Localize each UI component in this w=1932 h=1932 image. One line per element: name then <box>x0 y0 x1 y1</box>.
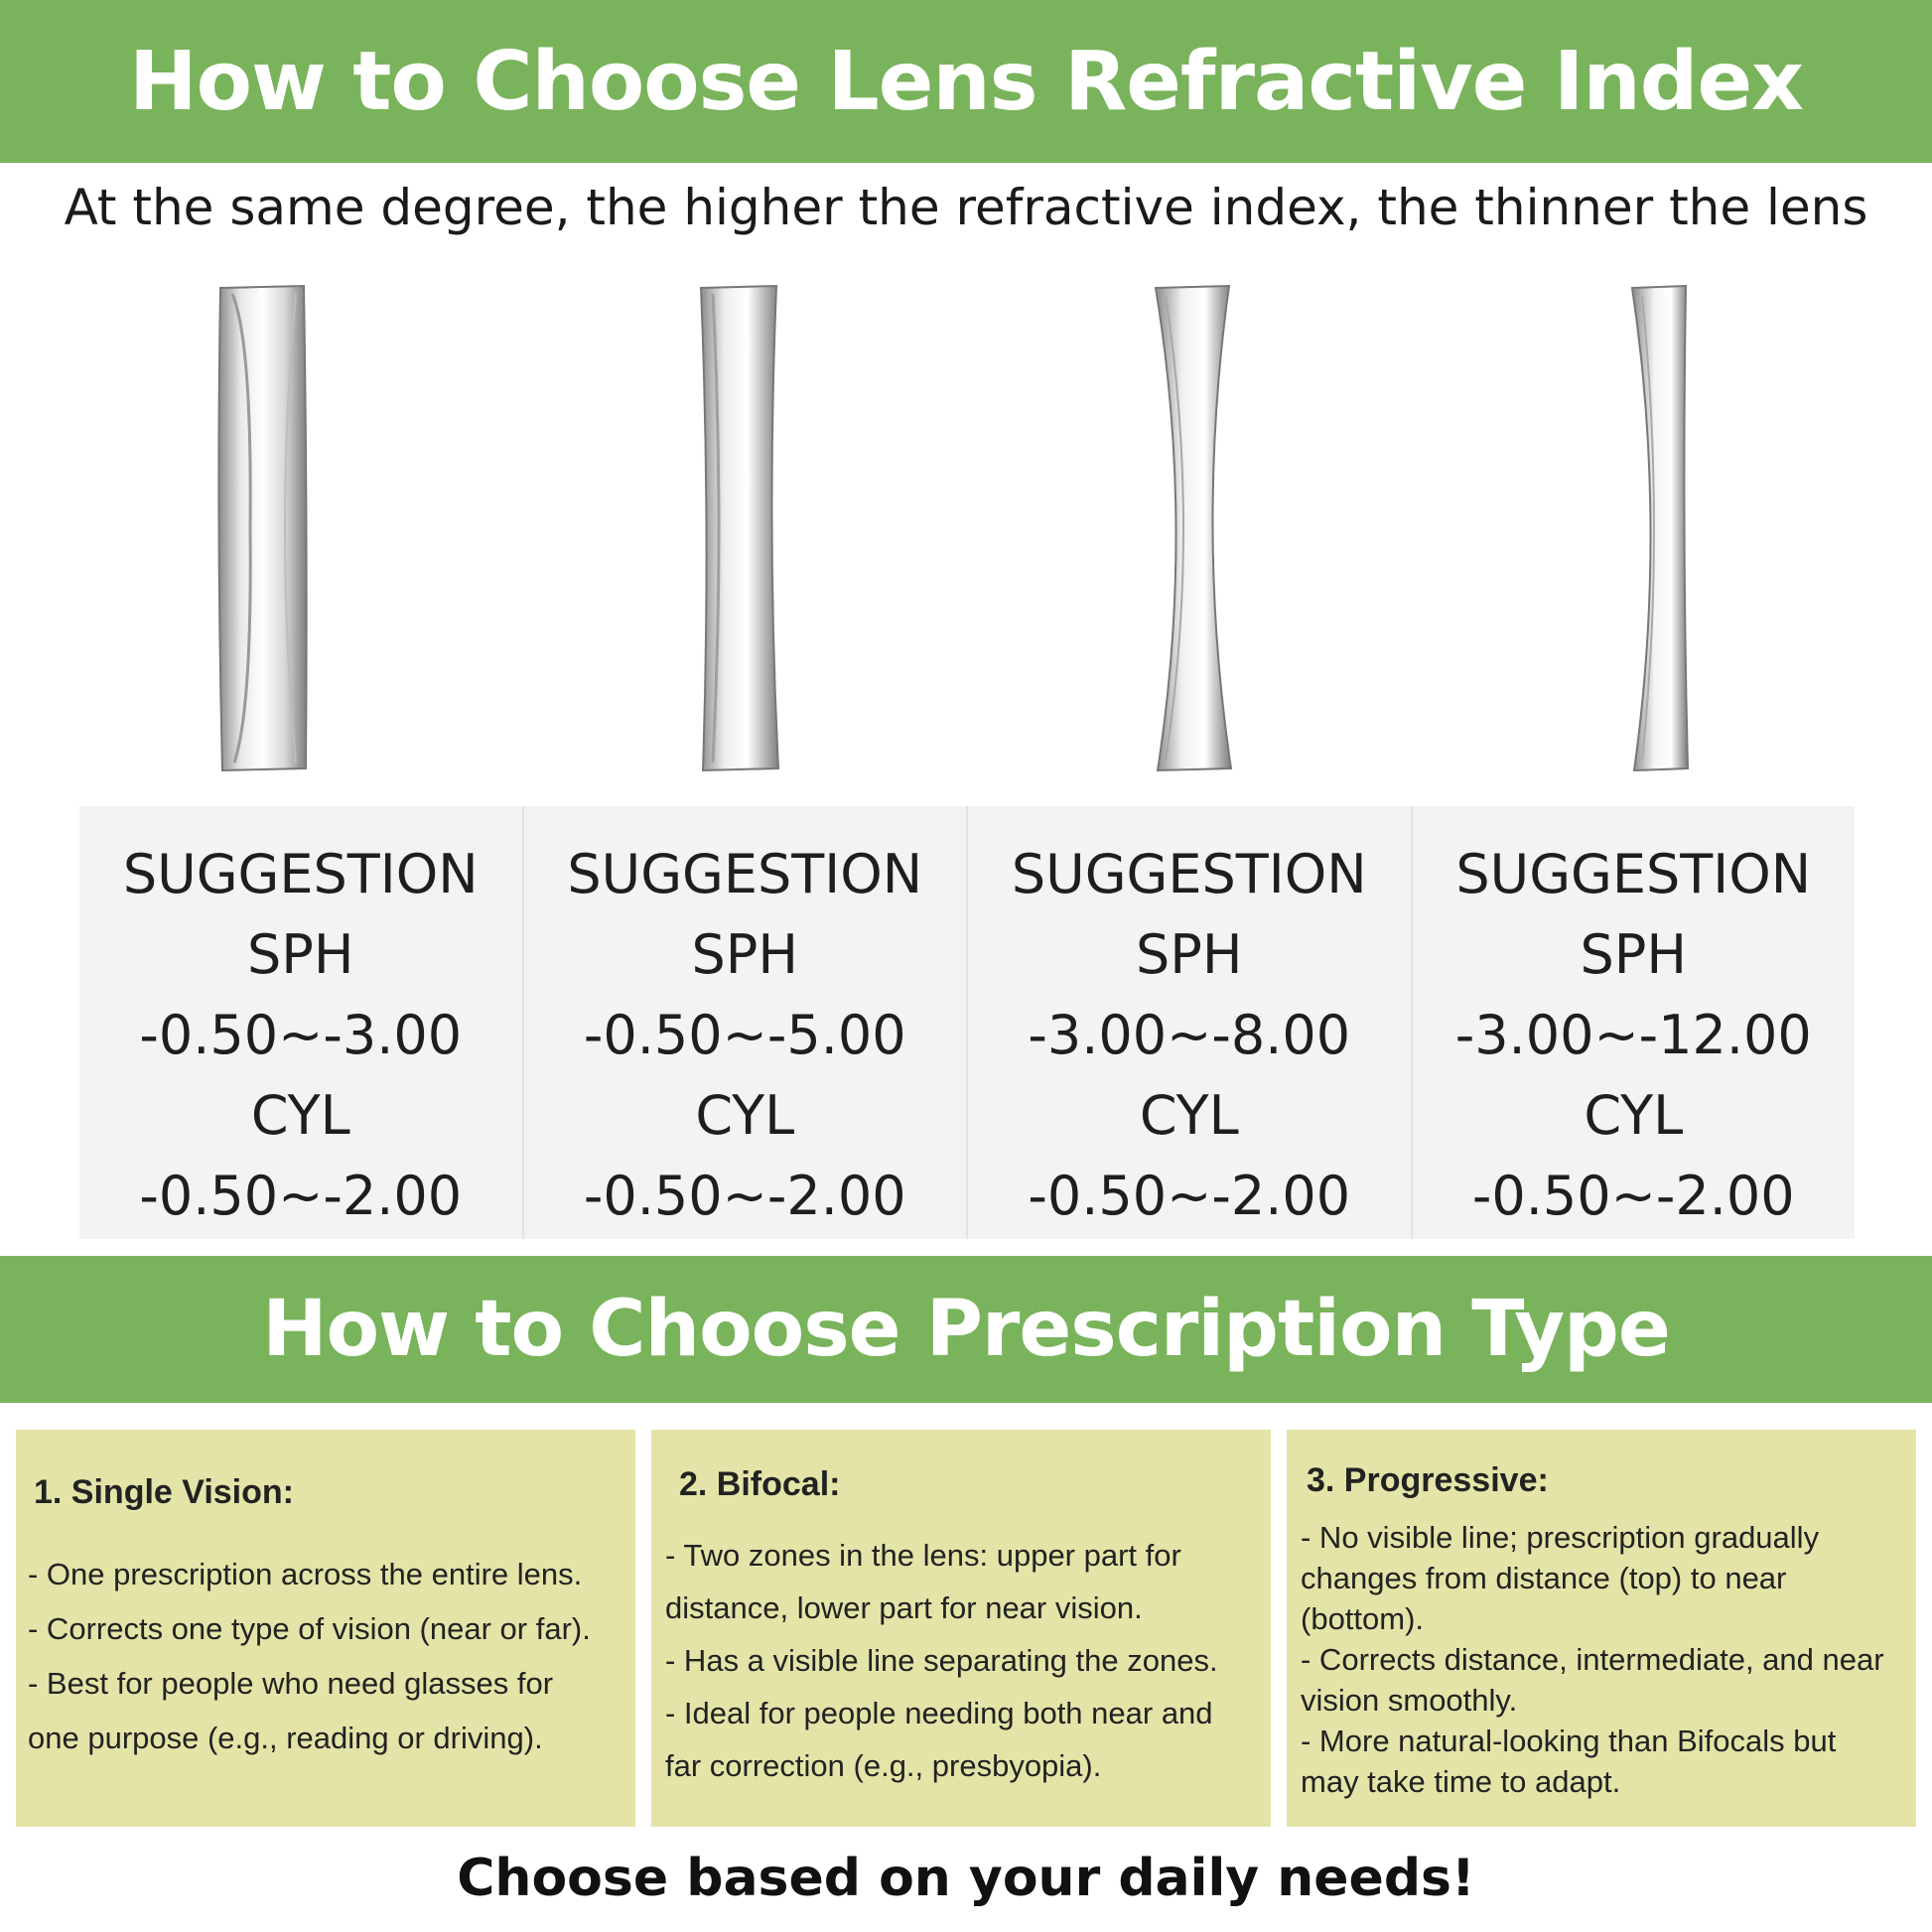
suggestion-column: SUGGESTION SPH -0.50~-3.00 CYL -0.50~-2.… <box>79 806 524 1239</box>
cyl-label: CYL <box>1584 1084 1684 1147</box>
suggestion-column: SUGGESTION SPH -0.50~-5.00 CYL -0.50~-2.… <box>524 806 968 1239</box>
suggestion-heading: SUGGESTION <box>1011 843 1367 905</box>
card-bifocal: 2. Bifocal: - Two zones in the lens: upp… <box>651 1430 1271 1827</box>
cyl-label: CYL <box>695 1084 795 1147</box>
sph-range: -3.00~-12.00 <box>1454 1004 1812 1066</box>
section-banner: How to Choose Prescription Type <box>0 1256 1932 1403</box>
card-body: - Two zones in the lens: upper part for … <box>665 1538 1218 1783</box>
sph-range: -0.50~-5.00 <box>583 1004 906 1066</box>
sph-label: SPH <box>1580 923 1687 986</box>
card-body: - One prescription across the entire len… <box>28 1557 591 1755</box>
lens-thickest-image <box>212 282 312 774</box>
suggestion-heading: SUGGESTION <box>567 843 923 905</box>
page-title: How to Choose Lens Refractive Index <box>129 34 1804 129</box>
footer-text: Choose based on your daily needs! <box>457 1849 1475 1908</box>
sph-label: SPH <box>691 923 798 986</box>
sph-label: SPH <box>1136 923 1243 986</box>
suggestion-column: SUGGESTION SPH -3.00~-12.00 CYL -0.50~-2… <box>1413 806 1856 1239</box>
card-title: 3. Progressive: <box>1307 1461 1549 1499</box>
cyl-range: -0.50~-2.00 <box>139 1165 463 1227</box>
cyl-label: CYL <box>250 1084 350 1147</box>
suggestion-heading: SUGGESTION <box>1455 843 1812 905</box>
sph-range: -0.50~-3.00 <box>139 1004 463 1066</box>
sph-range: -3.00~-8.00 <box>1028 1004 1351 1066</box>
section-title: How to Choose Prescription Type <box>262 1285 1671 1374</box>
suggestion-panel: SUGGESTION SPH -0.50~-3.00 CYL -0.50~-2.… <box>79 806 1855 1239</box>
suggestion-column: SUGGESTION SPH -3.00~-8.00 CYL -0.50~-2.… <box>968 806 1413 1239</box>
subtitle: At the same degree, the higher the refra… <box>64 179 1868 236</box>
cyl-range: -0.50~-2.00 <box>583 1165 906 1227</box>
card-single-vision: 1. Single Vision: - One prescription acr… <box>16 1430 635 1827</box>
lens-thick-image <box>695 282 784 774</box>
cyl-range: -0.50~-2.00 <box>1028 1165 1351 1227</box>
card-body: - No visible line; prescription graduall… <box>1301 1520 1884 1799</box>
suggestion-heading: SUGGESTION <box>122 843 479 905</box>
cyl-range: -0.50~-2.00 <box>1471 1165 1795 1227</box>
lens-thinnest-image <box>1628 282 1698 774</box>
card-title: 1. Single Vision: <box>34 1473 294 1511</box>
sph-label: SPH <box>247 923 354 986</box>
cyl-label: CYL <box>1139 1084 1239 1147</box>
header-banner: How to Choose Lens Refractive Index <box>0 0 1932 163</box>
lens-thin-image <box>1152 282 1241 774</box>
card-progressive: 3. Progressive: - No visible line; presc… <box>1287 1430 1916 1827</box>
card-title: 2. Bifocal: <box>679 1465 841 1503</box>
